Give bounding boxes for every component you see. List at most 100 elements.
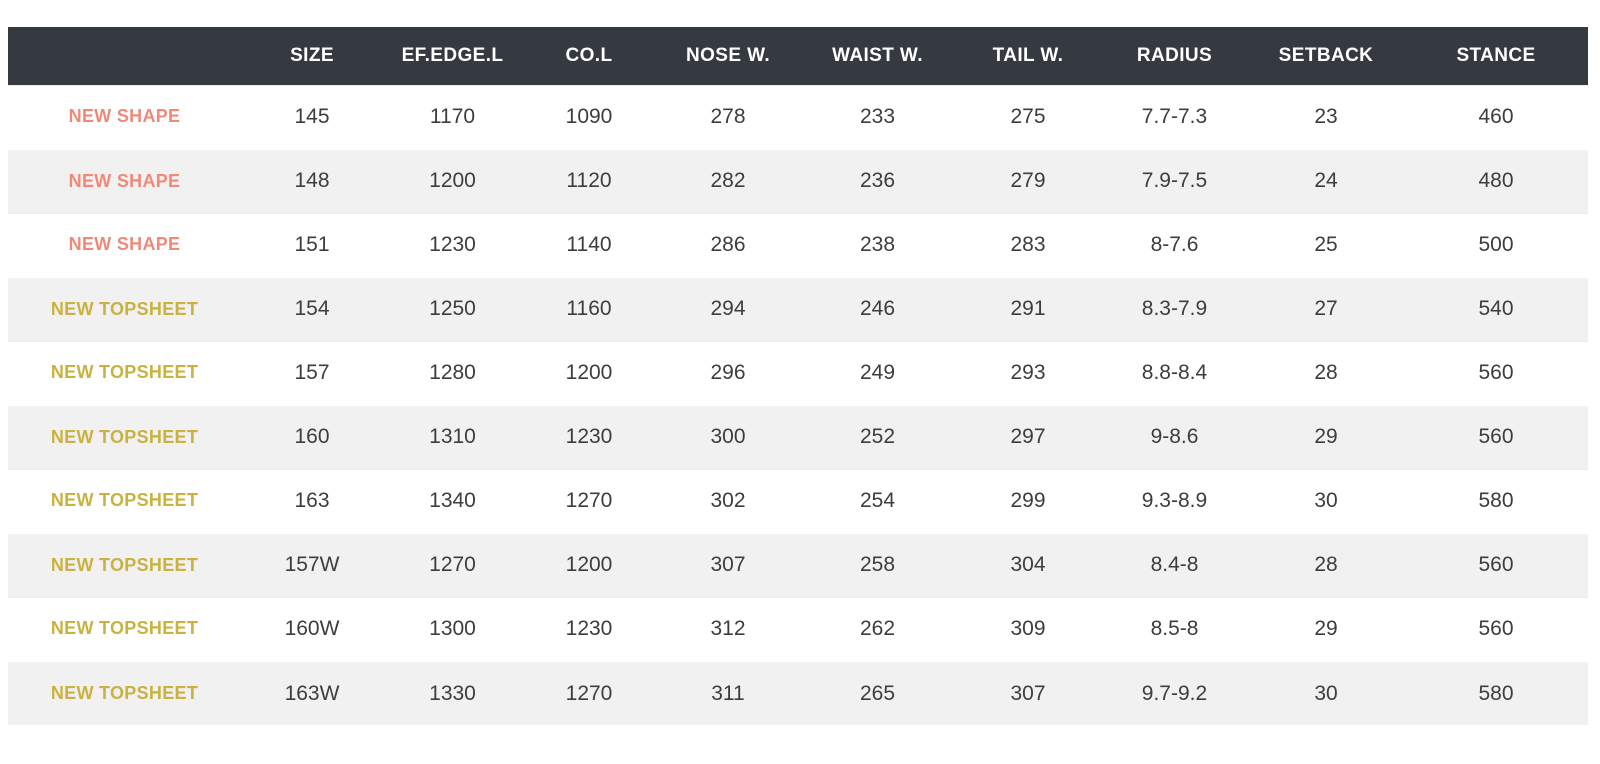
cell-co-l: 1140 — [522, 212, 656, 277]
column-header-ef-edge-l: EF.EDGE.L — [383, 27, 522, 85]
cell-stance: 580 — [1404, 468, 1588, 533]
cell-co-l: 1200 — [522, 340, 656, 405]
row-label-new-topsheet: NEW TOPSHEET — [8, 276, 241, 341]
cell-nose-w: 286 — [656, 212, 800, 277]
column-header-size: SIZE — [241, 27, 383, 85]
cell-size: 160 — [241, 404, 383, 469]
cell-ef-edge-l: 1310 — [383, 404, 522, 469]
spec-table: SIZE EF.EDGE.L CO.L NOSE W. WAIST W. TAIL W. R… — [8, 27, 1588, 725]
cell-co-l: 1120 — [522, 148, 656, 213]
cell-tail-w: 304 — [955, 532, 1101, 597]
cell-co-l: 1270 — [522, 468, 656, 533]
cell-waist-w: 233 — [800, 84, 955, 149]
cell-ef-edge-l: 1270 — [383, 532, 522, 597]
cell-setback: 27 — [1248, 276, 1404, 341]
cell-ef-edge-l: 1200 — [383, 148, 522, 213]
cell-tail-w: 283 — [955, 212, 1101, 277]
row-label-new-shape: NEW SHAPE — [8, 148, 241, 213]
cell-stance: 560 — [1404, 404, 1588, 469]
cell-radius: 7.9-7.5 — [1101, 148, 1248, 213]
cell-waist-w: 249 — [800, 340, 955, 405]
cell-waist-w: 254 — [800, 468, 955, 533]
cell-size: 145 — [241, 84, 383, 149]
column-header-tail-w: TAIL W. — [955, 27, 1101, 85]
table-row: NEW SHAPE 148 1200 1120 282 236 279 7.9-7.5 24 48… — [8, 148, 1588, 213]
cell-setback: 28 — [1248, 532, 1404, 597]
cell-radius: 8.8-8.4 — [1101, 340, 1248, 405]
cell-size: 163 — [241, 468, 383, 533]
cell-stance: 460 — [1404, 84, 1588, 149]
table-row: NEW TOPSHEET 163W 1330 1270 311 265 307 9.7-9.2… — [8, 660, 1588, 725]
cell-waist-w: 238 — [800, 212, 955, 277]
cell-radius: 8-7.6 — [1101, 212, 1248, 277]
cell-nose-w: 282 — [656, 148, 800, 213]
cell-size: 157W — [241, 532, 383, 597]
cell-setback: 29 — [1248, 404, 1404, 469]
cell-radius: 8.3-7.9 — [1101, 276, 1248, 341]
cell-stance: 560 — [1404, 596, 1588, 661]
table-row: NEW SHAPE 145 1170 1090 278 233 275 7.7-7.3 23 46… — [8, 84, 1588, 149]
cell-stance: 500 — [1404, 212, 1588, 277]
cell-size: 154 — [241, 276, 383, 341]
cell-waist-w: 236 — [800, 148, 955, 213]
table-row: NEW TOPSHEET 157W 1270 1200 307 258 304 8.4-8 28… — [8, 532, 1588, 597]
cell-stance: 580 — [1404, 660, 1588, 725]
cell-stance: 480 — [1404, 148, 1588, 213]
table-row: NEW TOPSHEET 160 1310 1230 300 252 297 9-8.6 29 5… — [8, 404, 1588, 469]
cell-nose-w: 278 — [656, 84, 800, 149]
row-label-new-topsheet: NEW TOPSHEET — [8, 404, 241, 469]
column-header-waist-w: WAIST W. — [800, 27, 955, 85]
cell-tail-w: 275 — [955, 84, 1101, 149]
cell-stance: 540 — [1404, 276, 1588, 341]
row-label-new-topsheet: NEW TOPSHEET — [8, 660, 241, 725]
cell-size: 157 — [241, 340, 383, 405]
row-label-new-topsheet: NEW TOPSHEET — [8, 468, 241, 533]
row-label-new-topsheet: NEW TOPSHEET — [8, 340, 241, 405]
cell-radius: 9.3-8.9 — [1101, 468, 1248, 533]
cell-setback: 28 — [1248, 340, 1404, 405]
cell-setback: 25 — [1248, 212, 1404, 277]
table-row: NEW TOPSHEET 163 1340 1270 302 254 299 9.3-8.9 3… — [8, 468, 1588, 533]
cell-setback: 30 — [1248, 660, 1404, 725]
cell-nose-w: 294 — [656, 276, 800, 341]
cell-nose-w: 307 — [656, 532, 800, 597]
cell-tail-w: 291 — [955, 276, 1101, 341]
cell-ef-edge-l: 1330 — [383, 660, 522, 725]
cell-co-l: 1270 — [522, 660, 656, 725]
cell-radius: 8.5-8 — [1101, 596, 1248, 661]
column-header-radius: RADIUS — [1101, 27, 1248, 85]
cell-size: 160W — [241, 596, 383, 661]
table-row: NEW SHAPE 151 1230 1140 286 238 283 8-7.6 25 500 — [8, 212, 1588, 277]
cell-waist-w: 258 — [800, 532, 955, 597]
table-row: NEW TOPSHEET 157 1280 1200 296 249 293 8.8-8.4 2… — [8, 340, 1588, 405]
cell-tail-w: 297 — [955, 404, 1101, 469]
cell-tail-w: 309 — [955, 596, 1101, 661]
cell-co-l: 1160 — [522, 276, 656, 341]
cell-waist-w: 252 — [800, 404, 955, 469]
cell-co-l: 1200 — [522, 532, 656, 597]
spec-table-body: NEW SHAPE 145 1170 1090 278 233 275 7.7-7.3 23 46… — [8, 84, 1588, 725]
cell-waist-w: 262 — [800, 596, 955, 661]
cell-radius: 9.7-9.2 — [1101, 660, 1248, 725]
cell-nose-w: 302 — [656, 468, 800, 533]
cell-radius: 9-8.6 — [1101, 404, 1248, 469]
cell-ef-edge-l: 1230 — [383, 212, 522, 277]
cell-tail-w: 299 — [955, 468, 1101, 533]
cell-co-l: 1230 — [522, 404, 656, 469]
row-label-new-topsheet: NEW TOPSHEET — [8, 532, 241, 597]
cell-stance: 560 — [1404, 340, 1588, 405]
cell-ef-edge-l: 1250 — [383, 276, 522, 341]
cell-tail-w: 293 — [955, 340, 1101, 405]
cell-nose-w: 296 — [656, 340, 800, 405]
cell-tail-w: 307 — [955, 660, 1101, 725]
cell-setback: 23 — [1248, 84, 1404, 149]
column-header-co-l: CO.L — [522, 27, 656, 85]
column-header-stance: STANCE — [1404, 27, 1588, 85]
cell-setback: 30 — [1248, 468, 1404, 533]
table-row: NEW TOPSHEET 160W 1300 1230 312 262 309 8.5-8 29… — [8, 596, 1588, 661]
row-label-new-shape: NEW SHAPE — [8, 212, 241, 277]
cell-nose-w: 312 — [656, 596, 800, 661]
table-row: NEW TOPSHEET 154 1250 1160 294 246 291 8.3-7.9 2… — [8, 276, 1588, 341]
row-label-new-shape: NEW SHAPE — [8, 84, 241, 149]
cell-waist-w: 265 — [800, 660, 955, 725]
